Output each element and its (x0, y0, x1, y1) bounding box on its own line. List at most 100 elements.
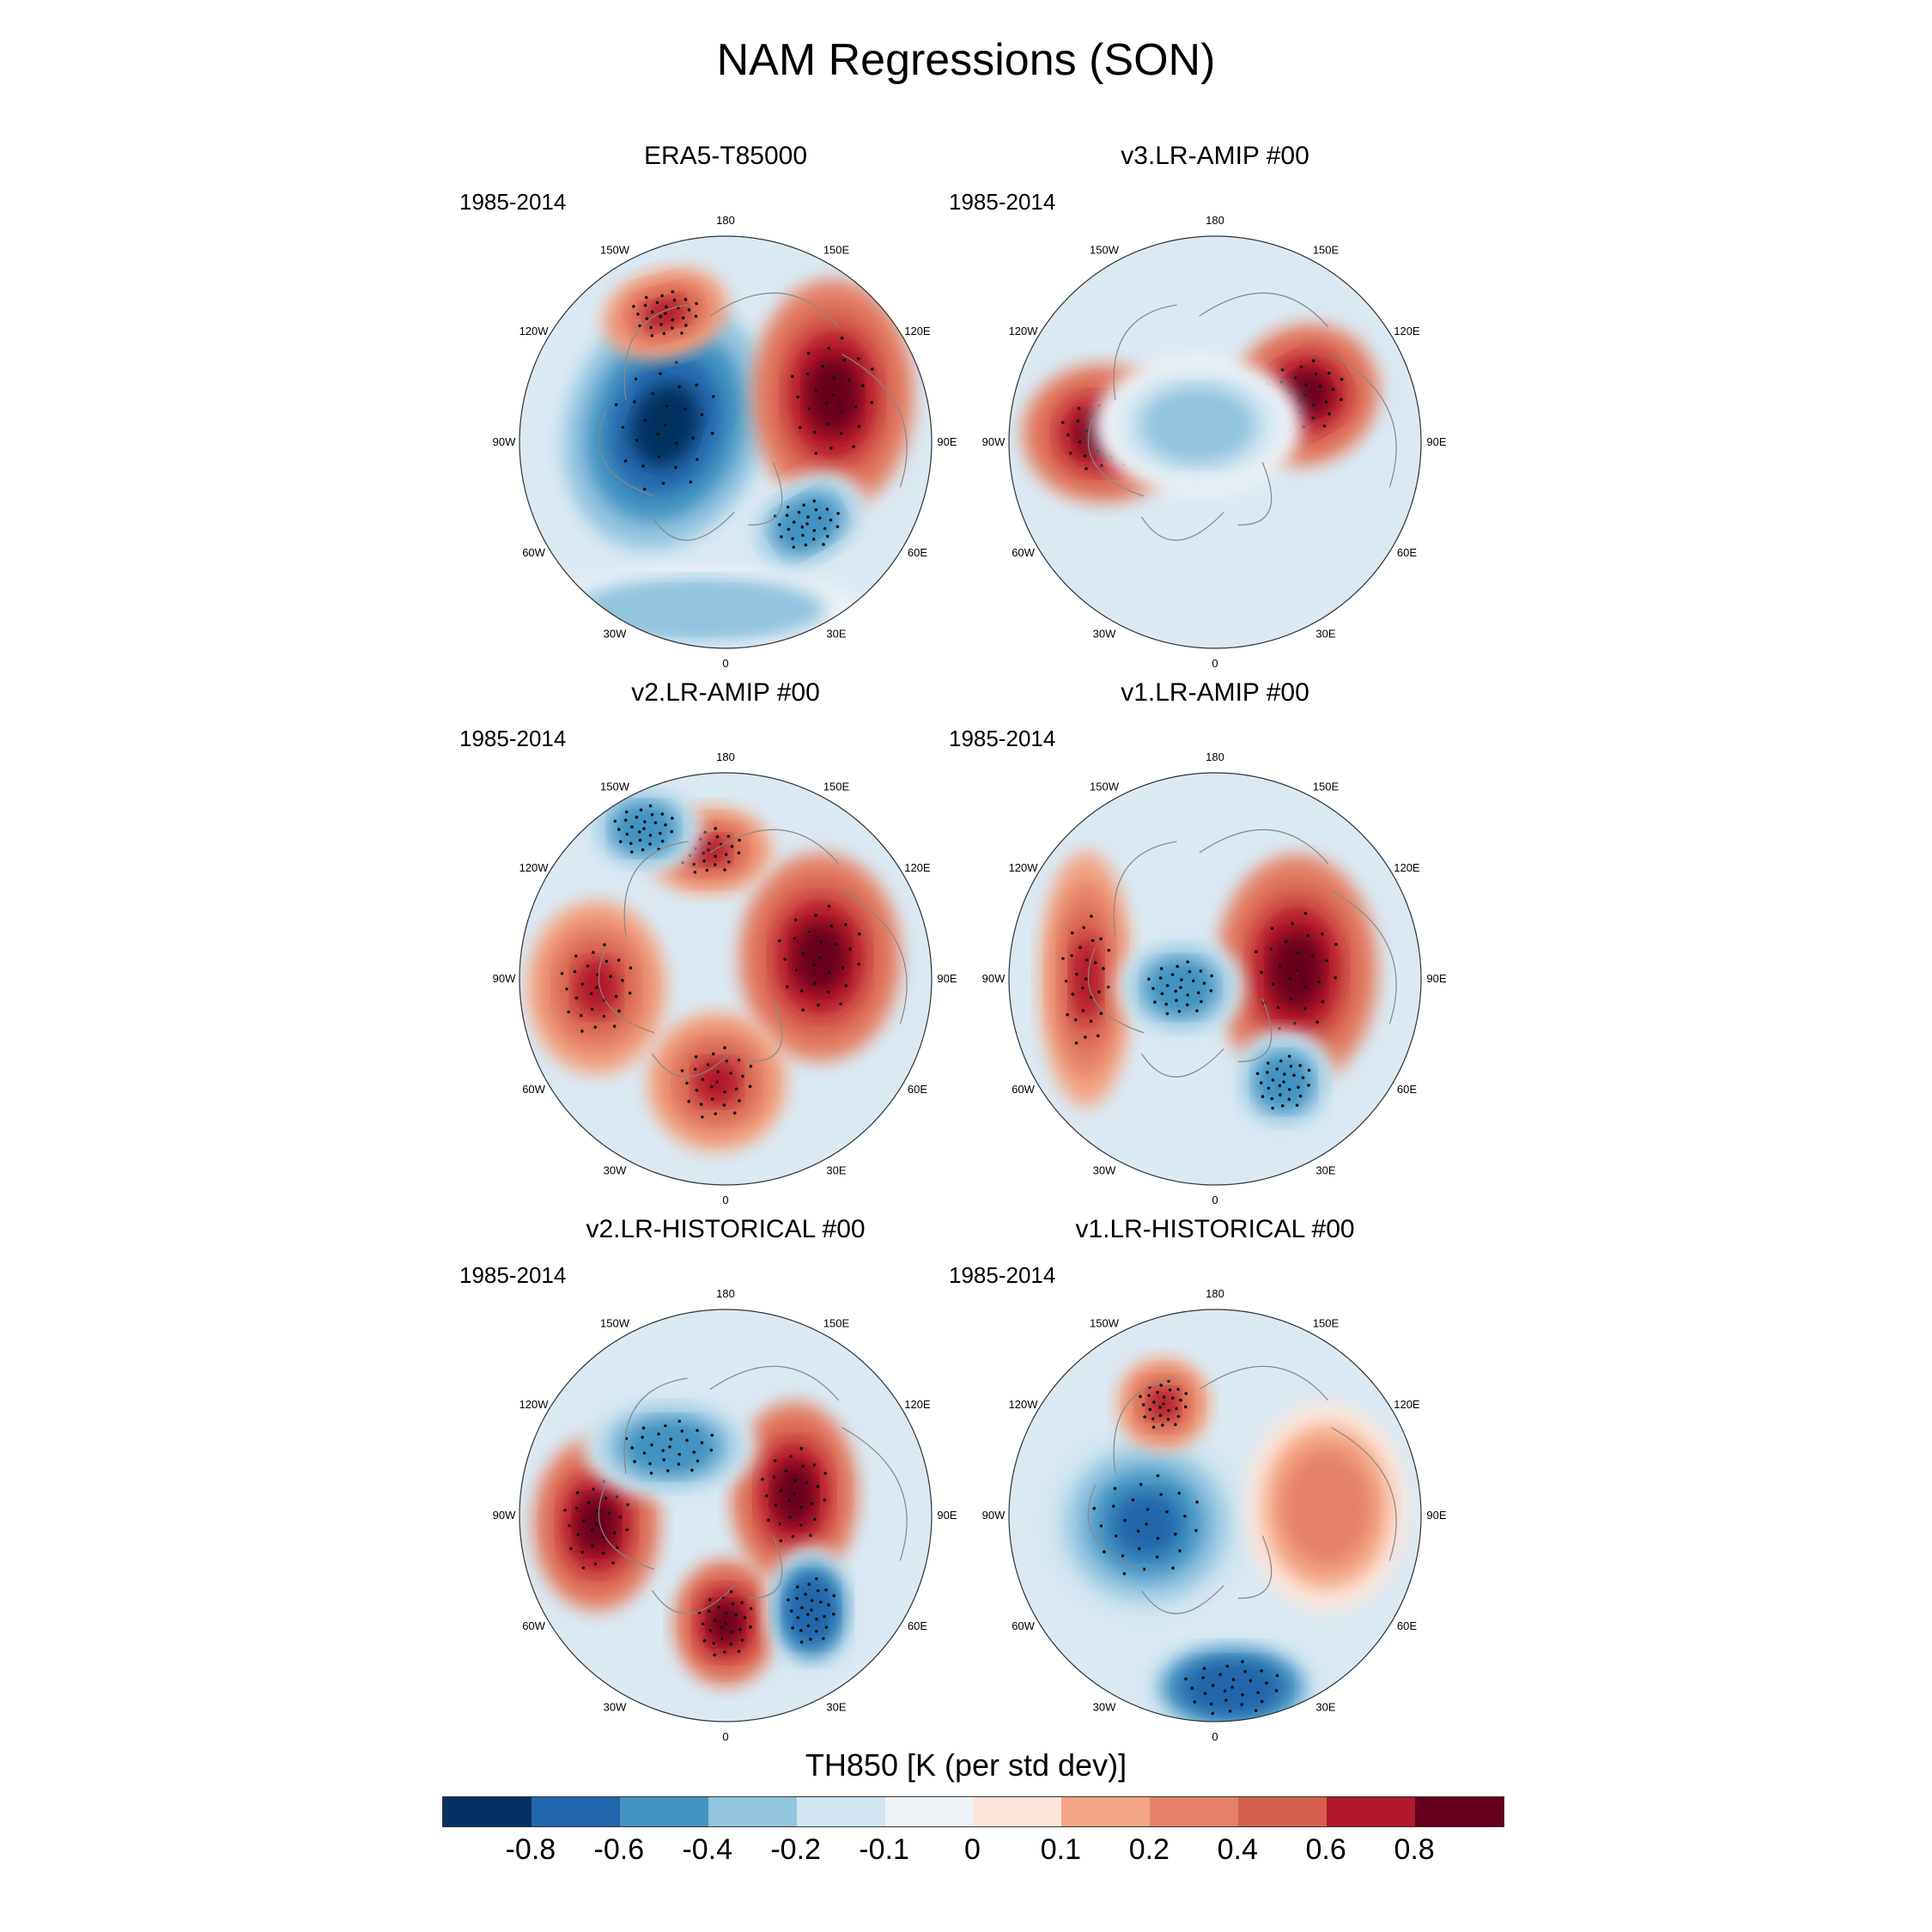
significance-stipple (1064, 979, 1068, 983)
significance-stipple (815, 1577, 818, 1581)
significance-stipple (814, 914, 817, 917)
colorbar-swatch (973, 1797, 1062, 1826)
significance-stipple (765, 1494, 769, 1498)
map-panel: ERA5-T85000 1985-2014 180 150E 120E 90E 60E 30E… (459, 142, 983, 670)
significance-stipple (1293, 376, 1297, 380)
significance-stipple (1161, 1423, 1164, 1427)
significance-stipple (1096, 449, 1100, 453)
significance-stipple (685, 1081, 689, 1085)
significance-stipple (791, 537, 795, 541)
significance-stipple (1298, 1094, 1303, 1098)
significance-stipple (835, 525, 840, 529)
longitude-label: 90E (1426, 972, 1446, 985)
coastline (1331, 353, 1397, 488)
significance-stipple (827, 970, 831, 975)
longitude-label: 120E (1394, 325, 1420, 337)
significance-stipple (814, 389, 818, 392)
significance-stipple (1203, 1692, 1207, 1696)
coastline (1113, 304, 1177, 401)
longitude-label: 60W (1012, 1083, 1035, 1096)
significance-stipple (1210, 974, 1213, 978)
significance-stipple (1114, 1534, 1118, 1538)
significance-stipple (1282, 1072, 1286, 1076)
coastline (748, 1535, 783, 1599)
significance-stipple (638, 324, 641, 328)
significance-stipple (738, 1627, 742, 1631)
significance-stipple (581, 1519, 586, 1523)
significance-stipple (1231, 1678, 1236, 1681)
longitude-label: 90E (937, 435, 957, 448)
significance-stipple (761, 1477, 764, 1481)
significance-stipple (1177, 1492, 1182, 1495)
coastline (1087, 410, 1145, 497)
longitude-label: 60W (522, 546, 545, 559)
longitude-label: 150W (1090, 781, 1120, 793)
significance-stipple (569, 1546, 573, 1551)
significance-stipple (788, 1516, 792, 1519)
significance-stipple (1301, 1076, 1305, 1079)
significance-stipple (810, 1502, 814, 1505)
significance-stipple (740, 1601, 744, 1605)
significance-stipple (1175, 999, 1178, 1002)
significance-stipple (695, 301, 698, 306)
longitude-label: 150E (823, 781, 850, 793)
significance-stipple (664, 423, 667, 427)
significance-stipple (1084, 958, 1089, 962)
significance-stipple (715, 835, 720, 839)
significance-stipple (1170, 973, 1175, 976)
significance-stipple (1139, 1394, 1142, 1399)
significance-stipple (1162, 1402, 1165, 1406)
map-panel: v2.LR-AMIP #00 1985-2014 180 150E 120E 90E 60E… (459, 678, 983, 1206)
significance-stipple (827, 990, 830, 994)
significance-stipple (690, 1468, 694, 1472)
significance-stipple (871, 367, 874, 371)
significance-stipple (1167, 1408, 1170, 1413)
significance-stipple (1201, 1676, 1205, 1680)
significance-stipple (1278, 964, 1282, 968)
significance-stipple (799, 1447, 804, 1450)
significance-stipple (1139, 1482, 1143, 1486)
significance-stipple (1111, 1504, 1115, 1508)
significance-stipple (861, 384, 865, 387)
significance-stipple (794, 968, 799, 972)
significance-stipple (683, 407, 687, 411)
significance-stipple (621, 978, 624, 982)
longitude-label: 0 (1212, 1730, 1218, 1743)
significance-stipple (714, 1112, 718, 1115)
significance-stipple (857, 424, 861, 428)
significance-stipple (858, 932, 861, 936)
colorbar-swatch (1327, 1797, 1416, 1826)
significance-stipple (1097, 990, 1101, 993)
significance-stipple (671, 817, 674, 820)
significance-stipple (696, 1429, 699, 1432)
panel-period: 1985-2014 (949, 189, 1056, 215)
significance-stipple (643, 820, 647, 823)
significance-stipple (1175, 1406, 1178, 1411)
significance-stipple (1183, 1405, 1188, 1409)
coastline (652, 1584, 735, 1614)
significance-stipple (695, 1088, 699, 1092)
significance-stipple (677, 385, 681, 389)
significance-stipple (1123, 1518, 1127, 1522)
significance-stipple (829, 446, 833, 450)
significance-stipple (677, 1419, 682, 1423)
coastline (652, 511, 735, 541)
significance-stipple (617, 828, 621, 831)
map-boundary (519, 1309, 933, 1722)
significance-stipple (1287, 1097, 1291, 1101)
significance-stipple (802, 503, 805, 507)
significance-stipple (1162, 1395, 1166, 1399)
significance-stipple (1289, 997, 1293, 1001)
significance-stipple (702, 851, 706, 855)
significance-stipple (632, 304, 635, 308)
significance-stipple (1256, 1691, 1260, 1694)
significance-stipple (1293, 1021, 1297, 1025)
colorbar-tick-label: -0.4 (682, 1833, 733, 1866)
significance-stipple (1165, 983, 1170, 987)
significance-stipple (694, 1054, 698, 1059)
significance-stipple (810, 1599, 814, 1602)
significance-stipple (702, 859, 706, 863)
significance-stipple (731, 1601, 735, 1606)
significance-stipple (791, 1534, 795, 1539)
significance-stipple (1279, 1093, 1282, 1097)
